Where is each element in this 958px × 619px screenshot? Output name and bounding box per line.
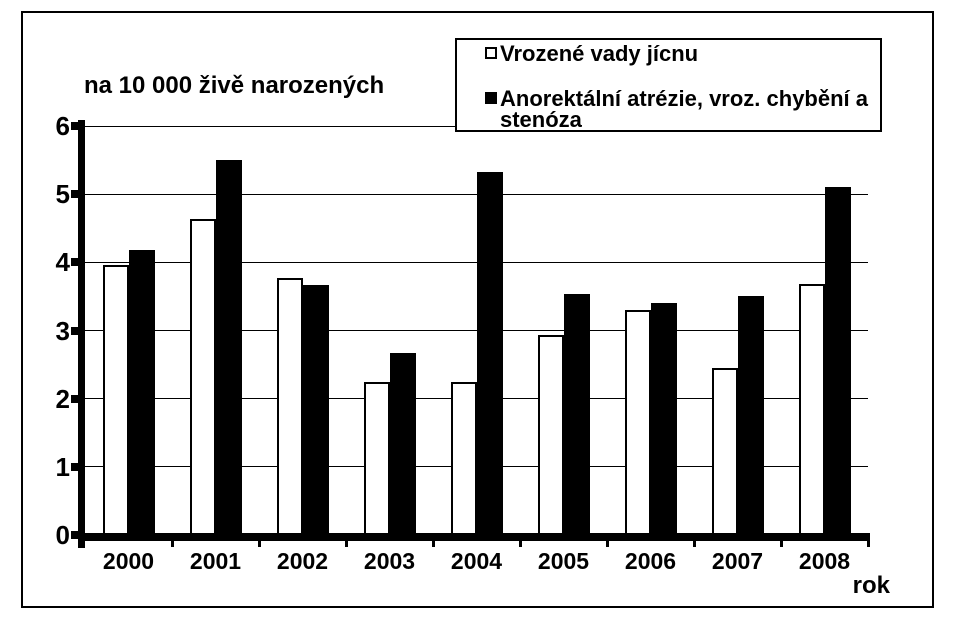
x-axis-title: rok bbox=[852, 572, 890, 599]
x-tick-mark-7 bbox=[692, 541, 696, 547]
legend-label: Anorektální atrézie, vroz. chybění a ste… bbox=[500, 86, 869, 132]
y-tick-mark-4 bbox=[71, 258, 79, 267]
legend-item-vrozene-vady-jicnu: Vrozené vady jícnu bbox=[485, 41, 880, 66]
x-tick-mark-8 bbox=[779, 541, 783, 547]
y-tick-mark-2 bbox=[71, 394, 79, 403]
x-tick-mark-2 bbox=[257, 541, 261, 547]
x-tick-label-2002: 2002 bbox=[276, 548, 329, 574]
x-tick-mark-1 bbox=[170, 541, 174, 547]
bar-2007-series-1 bbox=[711, 368, 738, 535]
x-tick-label-2000: 2000 bbox=[102, 548, 155, 574]
bar-2008-series-1 bbox=[798, 284, 825, 535]
bar-2006-series-1 bbox=[624, 310, 651, 535]
x-tick-mark-3 bbox=[344, 541, 348, 547]
bar-2003-series-1 bbox=[363, 381, 390, 535]
x-tick-mark-5 bbox=[518, 541, 522, 547]
bar-2000-series-2 bbox=[128, 250, 155, 535]
bar-2002-series-2 bbox=[302, 284, 329, 535]
x-tick-label-2007: 2007 bbox=[711, 548, 764, 574]
x-tick-mark-6 bbox=[605, 541, 609, 547]
x-tick-label-2005: 2005 bbox=[537, 548, 590, 574]
bar-2003-series-2 bbox=[389, 353, 416, 535]
x-tick-label-2003: 2003 bbox=[363, 548, 416, 574]
bar-2007-series-2 bbox=[737, 296, 764, 535]
legend-label: Vrozené vady jícnu bbox=[500, 41, 699, 66]
y-tick-label-6: 6 bbox=[55, 111, 70, 141]
y-tick-mark-5 bbox=[71, 190, 79, 199]
y-tick-label-5: 5 bbox=[55, 179, 70, 210]
black-square-icon bbox=[485, 92, 497, 104]
y-axis-line bbox=[78, 120, 85, 548]
x-tick-label-2008: 2008 bbox=[798, 548, 851, 574]
x-tick-label-2006: 2006 bbox=[624, 548, 677, 574]
white-square-icon bbox=[485, 47, 497, 59]
bar-2005-series-1 bbox=[537, 334, 564, 535]
y-tick-mark-1 bbox=[71, 462, 79, 471]
bar-2004-series-2 bbox=[476, 172, 503, 535]
bar-2008-series-2 bbox=[824, 187, 851, 535]
y-tick-label-3: 3 bbox=[55, 315, 70, 346]
bar-2005-series-2 bbox=[563, 294, 590, 535]
y-tick-label-2: 2 bbox=[55, 383, 70, 414]
bar-2000-series-1 bbox=[102, 265, 129, 535]
bar-2004-series-1 bbox=[450, 381, 477, 535]
bar-2001-series-1 bbox=[189, 219, 216, 535]
legend: Vrozené vady jícnu Anorektální atrézie, … bbox=[455, 38, 882, 132]
y-tick-mark-6 bbox=[71, 122, 79, 130]
x-tick-mark-4 bbox=[431, 541, 435, 547]
y-tick-label-0: 0 bbox=[55, 520, 70, 550]
y-tick-label-4: 4 bbox=[55, 247, 70, 278]
x-axis-line bbox=[78, 533, 870, 541]
x-tick-label-2004: 2004 bbox=[450, 548, 503, 574]
bar-2002-series-1 bbox=[276, 278, 303, 535]
bar-2001-series-2 bbox=[215, 160, 242, 535]
x-tick-mark-9 bbox=[866, 541, 870, 547]
plot-area bbox=[85, 125, 868, 535]
x-tick-label-2001: 2001 bbox=[189, 548, 242, 574]
y-tick-mark-0 bbox=[71, 531, 79, 539]
legend-item-anorektalni-atrezie: Anorektální atrézie, vroz. chybění a ste… bbox=[485, 86, 880, 132]
chart-outer-border bbox=[21, 11, 934, 608]
y-tick-mark-3 bbox=[71, 326, 79, 335]
bar-2006-series-2 bbox=[650, 303, 677, 535]
y-tick-label-1: 1 bbox=[55, 451, 70, 482]
y-axis-unit-label: na 10 000 živě narozených bbox=[84, 72, 385, 99]
